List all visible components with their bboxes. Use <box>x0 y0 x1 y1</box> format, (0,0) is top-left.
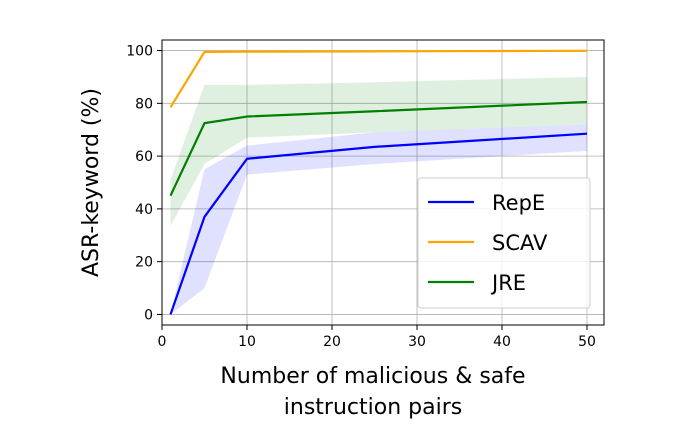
x-tick-label: 10 <box>238 334 256 350</box>
axis-ticks: 0 10 20 30 40 50 0 20 40 60 80 100 <box>126 44 596 350</box>
y-tick-label: 80 <box>135 96 153 112</box>
x-tick-label: 0 <box>158 334 167 350</box>
y-tick-label: 0 <box>144 307 153 323</box>
y-tick-label: 60 <box>135 149 153 165</box>
x-tick-label: 50 <box>578 334 596 350</box>
confidence-bands <box>170 50 587 315</box>
legend-label-jre: JRE <box>490 271 526 295</box>
line-repe <box>169 132 588 315</box>
band-jre <box>170 76 587 227</box>
band-repe <box>170 124 587 315</box>
line-jre <box>169 100 588 197</box>
legend: RepE SCAV JRE <box>417 177 591 309</box>
x-tick-label: 40 <box>493 334 511 350</box>
x-tick-label: 20 <box>323 334 341 350</box>
legend-label-scav: SCAV <box>492 231 548 255</box>
y-tick-label: 20 <box>135 255 153 271</box>
x-tick-label: 30 <box>408 334 426 350</box>
legend-label-repe: RepE <box>492 191 545 215</box>
y-tick-label: 100 <box>126 44 153 60</box>
series-lines <box>169 49 588 315</box>
plot-area-frame <box>161 39 605 326</box>
x-axis-label-line-2: instruction pairs <box>284 395 462 420</box>
x-axis-label-line-1: Number of malicious & safe <box>220 364 525 389</box>
y-tick-label: 40 <box>135 202 153 218</box>
y-axis-label: ASR-keyword (%) <box>79 88 104 277</box>
line-scav <box>169 49 588 108</box>
legend-box <box>417 177 591 309</box>
